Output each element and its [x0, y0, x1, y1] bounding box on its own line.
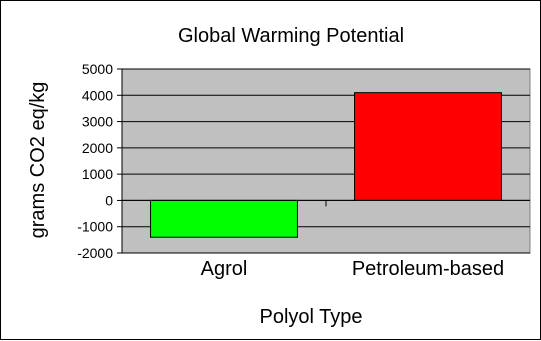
x-tick-label: Agrol — [201, 258, 248, 280]
bars — [150, 92, 502, 238]
y-tick-label: 5000 — [82, 61, 113, 77]
y-tick-label: 4000 — [82, 87, 113, 103]
chart-title: Global Warming Potential — [178, 25, 404, 47]
y-axis-label: grams CO2 eq/kg — [27, 82, 49, 239]
bar-petroleum-based — [354, 92, 502, 201]
y-tick-label: 2000 — [82, 140, 113, 156]
y-tick-label: -2000 — [77, 245, 113, 261]
y-tick-label: -1000 — [77, 219, 113, 235]
y-tick-label: 1000 — [82, 166, 113, 182]
y-tick-label: 0 — [105, 192, 113, 208]
axes — [117, 68, 530, 254]
y-tick-label: 3000 — [82, 114, 113, 130]
x-tick-label: Petroleum-based — [352, 258, 504, 280]
x-axis-label: Polyol Type — [259, 306, 362, 328]
y-tick-labels: 5000 4000 3000 2000 1000 0 -1000 -2000 — [77, 61, 113, 261]
bar-agrol — [150, 199, 298, 238]
x-tick-labels: Agrol Petroleum-based — [201, 258, 505, 280]
